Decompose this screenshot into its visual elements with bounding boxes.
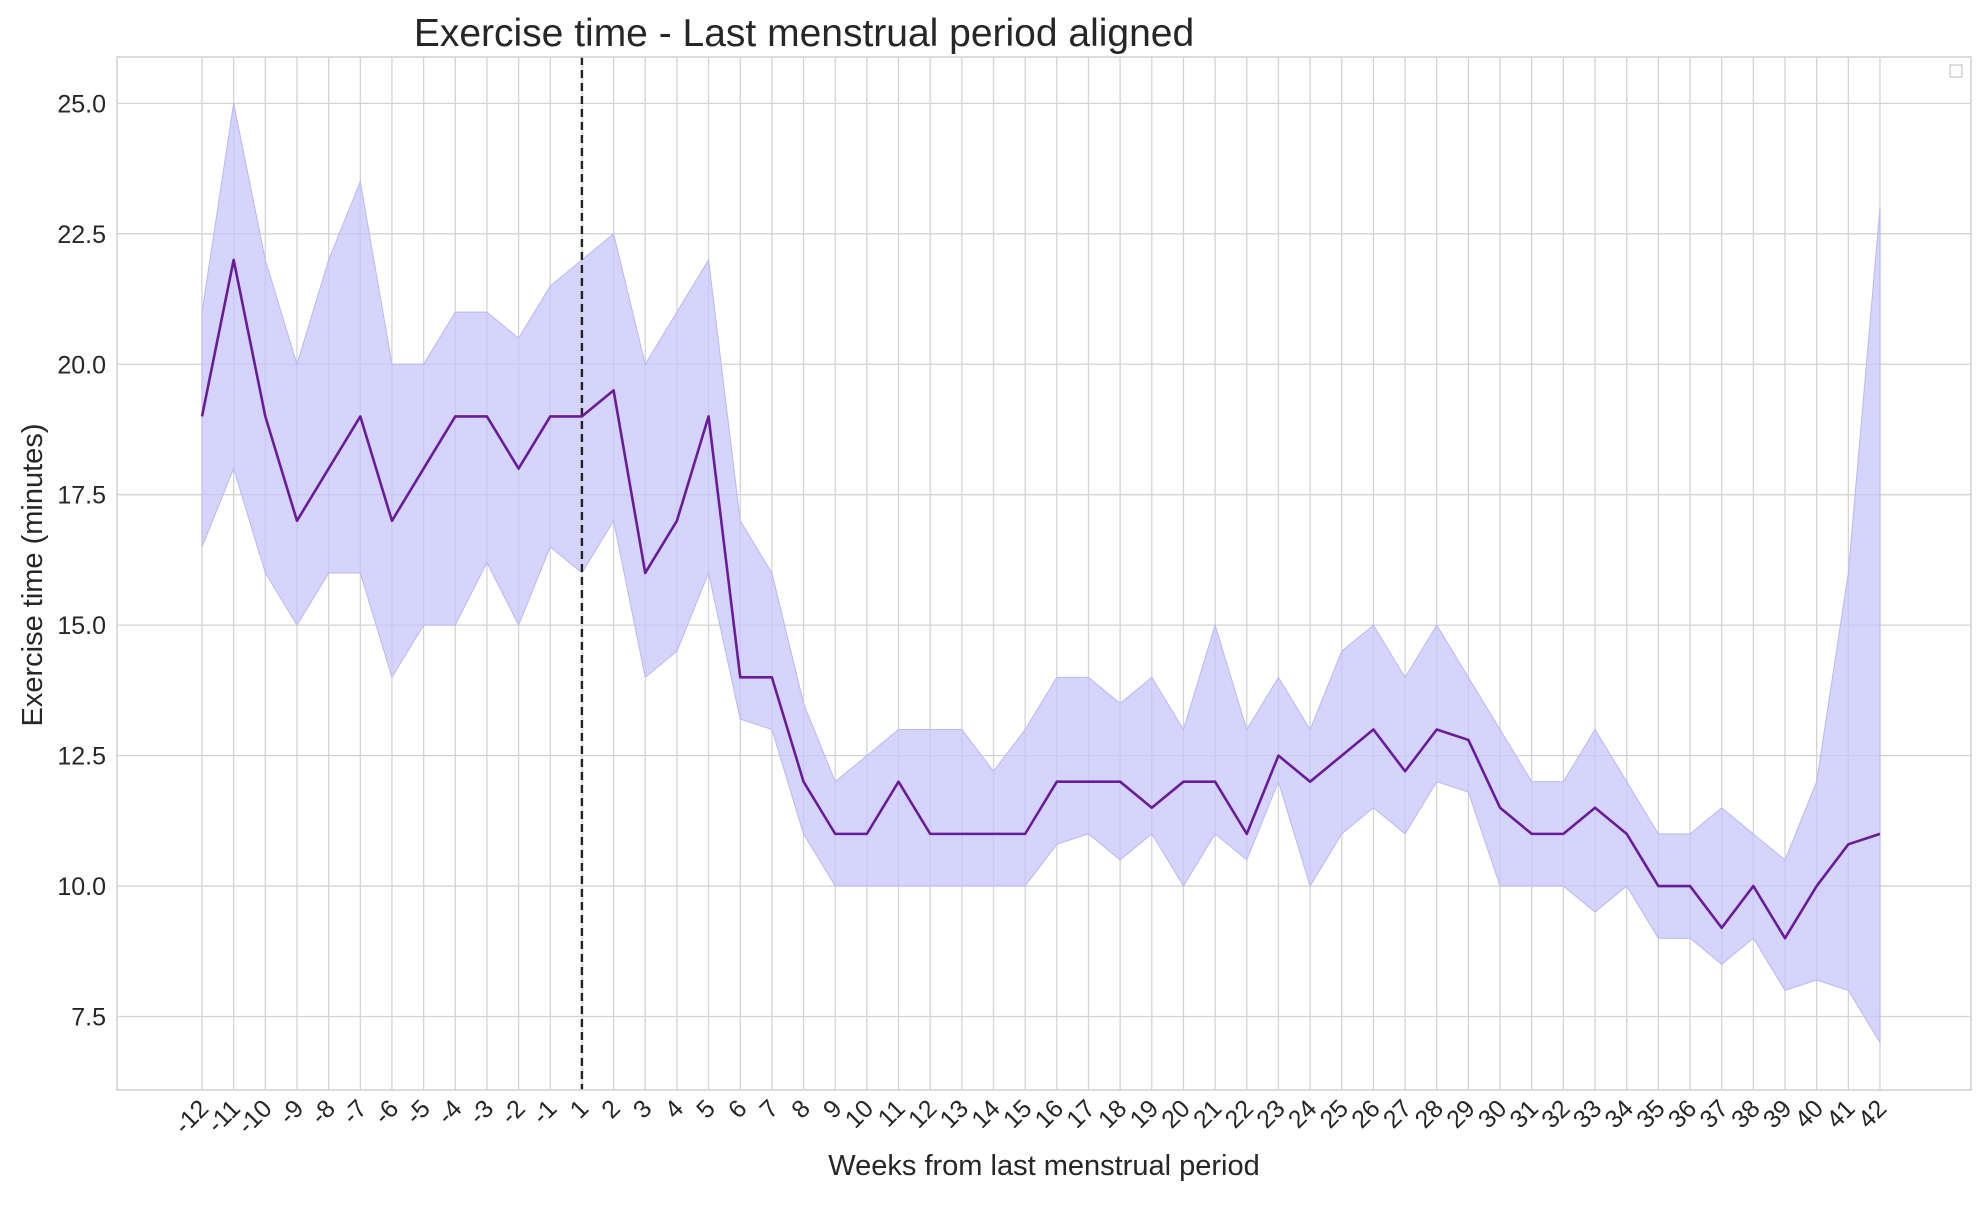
y-tick-label: 12.5 bbox=[57, 743, 106, 771]
y-tick-label: 20.0 bbox=[57, 351, 106, 379]
y-tick-label: 25.0 bbox=[57, 90, 106, 118]
y-tick-label: 17.5 bbox=[57, 482, 106, 510]
y-tick-label: 10.0 bbox=[57, 873, 106, 901]
y-axis-label: Exercise time (minutes) bbox=[17, 424, 49, 727]
x-tick-label: -2 bbox=[495, 1094, 531, 1130]
x-tick-label: 4 bbox=[660, 1094, 690, 1124]
y-tick-label: 15.0 bbox=[57, 612, 106, 640]
legend-box bbox=[1949, 64, 1963, 78]
y-tick-labels: 7.5 10.0 12.5 15.0 17.5 20.0 22.5 25.0 bbox=[57, 90, 106, 1031]
x-tick-label: 1 bbox=[565, 1094, 595, 1124]
confidence-band-layer bbox=[201, 103, 1881, 1045]
x-tick-label: -8 bbox=[305, 1094, 341, 1130]
plot-frame bbox=[116, 56, 1972, 1091]
x-tick-label: 2 bbox=[596, 1094, 626, 1124]
chart-title: Exercise time - Last menstrual period al… bbox=[414, 12, 1194, 55]
x-tick-label: -4 bbox=[432, 1094, 468, 1130]
x-tick-labels: -12-11-10-9-8-7-6-5-4-3-2-1 1 2 3 4 5 6 7 8 91011… bbox=[169, 1094, 1892, 1139]
y-tick-label: 22.5 bbox=[57, 221, 106, 249]
y-tick-label: 7.5 bbox=[71, 1004, 106, 1032]
x-tick-label: 9 bbox=[818, 1094, 848, 1124]
confidence-band bbox=[201, 103, 1881, 1045]
x-tick-label: 5 bbox=[691, 1094, 721, 1124]
x-tick-label: 6 bbox=[723, 1094, 753, 1124]
x-tick-label: 8 bbox=[786, 1094, 816, 1124]
x-tick-label: -9 bbox=[274, 1094, 310, 1130]
x-tick-label: -7 bbox=[337, 1094, 373, 1130]
x-tick-label: -6 bbox=[369, 1094, 405, 1130]
x-tick-label: 7 bbox=[754, 1094, 784, 1124]
x-tick-label: -10 bbox=[232, 1094, 277, 1139]
x-tick-label: -1 bbox=[527, 1094, 563, 1130]
series-line-layer bbox=[200, 258, 1881, 940]
x-tick-label: 3 bbox=[628, 1094, 658, 1124]
x-tick-label: 42 bbox=[1853, 1094, 1892, 1133]
x-tick-label: -3 bbox=[464, 1094, 500, 1130]
x-tick-label: -5 bbox=[400, 1094, 436, 1130]
series-line bbox=[200, 258, 1881, 940]
x-axis-label: Weeks from last menstrual period bbox=[828, 1150, 1259, 1182]
